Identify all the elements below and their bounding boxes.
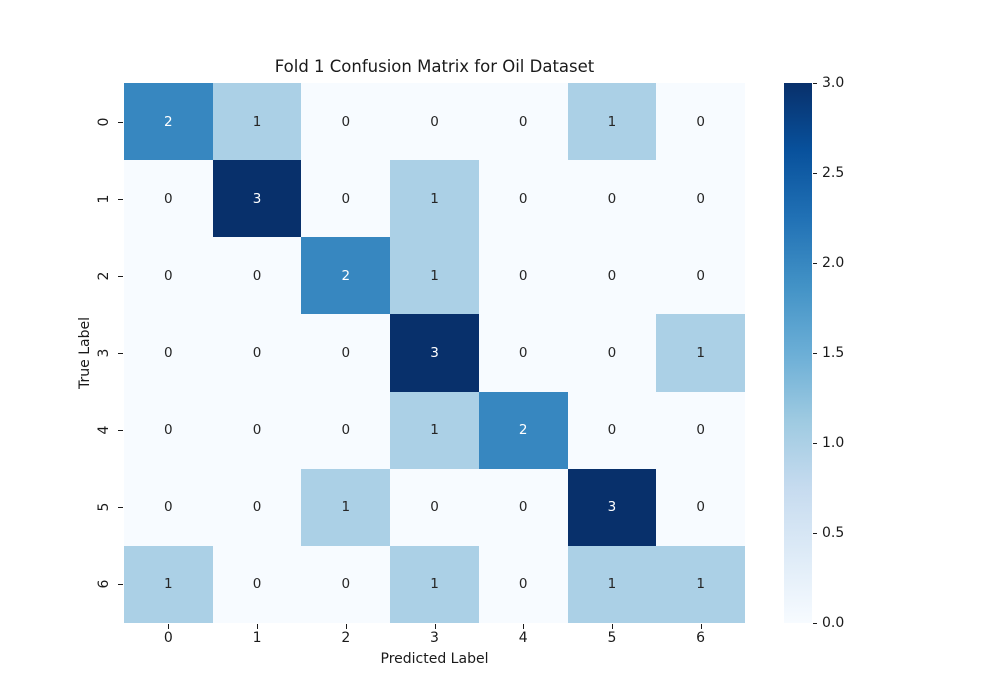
heatmap-cell-r0c4: 0 — [478, 83, 568, 161]
colorbar-tick-mark — [813, 83, 817, 84]
colorbar-tick-mark — [813, 443, 817, 444]
heatmap-cell-r6c2: 0 — [301, 545, 391, 623]
y-tick-mark — [118, 430, 123, 432]
heatmap-cell-r3c1: 0 — [212, 314, 302, 392]
heatmap-cell-r1c0: 0 — [124, 160, 213, 238]
colorbar-tick-mark — [813, 173, 817, 174]
heatmap-cell-r0c0: 2 — [124, 83, 213, 161]
colorbar-tick-label-1.0: 1.0 — [822, 435, 845, 451]
y-tick-mark — [118, 353, 123, 354]
heatmap-cell-r2c1: 0 — [212, 237, 302, 315]
x-tick-mark — [257, 624, 259, 629]
heatmap-cell-r0c3: 0 — [390, 83, 479, 161]
heatmap-cell-r2c3: 1 — [390, 237, 479, 315]
y-tick-label-3: 3 — [96, 348, 112, 358]
colorbar-gradient — [784, 83, 812, 623]
y-tick-mark — [118, 507, 123, 509]
x-tick-label-6: 6 — [696, 630, 706, 646]
colorbar-tick-label-2.0: 2.0 — [822, 255, 845, 271]
heatmap-cell-r6c3: 1 — [390, 545, 479, 623]
x-tick-label-0: 0 — [163, 630, 173, 646]
y-axis-label: True Label — [77, 317, 93, 389]
heatmap-cell-r1c3: 1 — [390, 160, 479, 238]
heatmap-cell-r4c4: 2 — [478, 391, 568, 469]
heatmap-cell-r3c2: 0 — [301, 314, 391, 392]
y-tick-mark — [118, 584, 123, 586]
heatmap-cell-r3c0: 0 — [124, 314, 213, 392]
heatmap-cell-r6c1: 0 — [212, 545, 302, 623]
heatmap-cell-r5c2: 1 — [301, 468, 391, 546]
chart-title: Fold 1 Confusion Matrix for Oil Dataset — [274, 57, 595, 76]
heatmap-cell-r3c6: 1 — [656, 314, 745, 392]
heatmap-cell-r2c4: 0 — [478, 237, 568, 315]
y-tick-label-4: 4 — [96, 425, 112, 435]
heatmap-cell-r4c5: 0 — [567, 391, 657, 469]
heatmap-cell-r1c5: 0 — [567, 160, 657, 238]
heatmap-cell-r4c2: 0 — [301, 391, 391, 469]
heatmap-cell-r2c2: 2 — [301, 237, 391, 315]
heatmap-cell-r4c3: 1 — [390, 391, 479, 469]
x-tick-label-3: 3 — [430, 630, 439, 646]
colorbar-tick-label-0.5: 0.5 — [822, 525, 845, 541]
heatmap-cell-r2c0: 0 — [124, 237, 213, 315]
y-tick-label-6: 6 — [96, 579, 112, 589]
y-tick-mark — [118, 275, 123, 277]
heatmap-cell-r5c6: 0 — [656, 468, 745, 546]
colorbar-tick-label-1.5: 1.5 — [822, 345, 845, 361]
colorbar-tick-mark — [813, 533, 817, 534]
colorbar-tick-mark — [813, 353, 817, 354]
x-tick-label-4: 4 — [518, 630, 528, 646]
heatmap-cell-r1c1: 3 — [212, 160, 302, 238]
heatmap-cell-r2c6: 0 — [656, 237, 745, 315]
x-axis-label: Predicted Label — [380, 651, 489, 667]
x-tick-mark — [168, 624, 170, 629]
heatmap-cell-r1c4: 0 — [478, 160, 568, 238]
x-tick-mark — [611, 624, 613, 629]
heatmap-cell-r6c4: 0 — [478, 545, 568, 623]
x-tick-label-1: 1 — [252, 630, 262, 646]
heatmap-cell-r6c5: 1 — [567, 545, 657, 623]
x-tick-mark — [434, 624, 436, 629]
colorbar-tick-mark — [813, 263, 817, 264]
y-tick-label-5: 5 — [96, 502, 112, 512]
heatmap-cell-r3c4: 0 — [478, 314, 568, 392]
colorbar-tick-label-3.0: 3.0 — [822, 75, 845, 91]
heatmap-cell-r5c4: 0 — [478, 468, 568, 546]
x-tick-mark — [700, 624, 702, 629]
y-tick-label-1: 1 — [96, 194, 112, 204]
heatmap-cell-r0c2: 0 — [301, 83, 391, 161]
heatmap-cell-r5c1: 0 — [212, 468, 302, 546]
y-tick-mark — [118, 198, 123, 200]
heatmap-cell-r0c1: 1 — [212, 83, 302, 161]
y-tick-label-0: 0 — [96, 117, 112, 127]
heatmap-cell-r1c6: 0 — [656, 160, 745, 238]
y-tick-label-2: 2 — [96, 271, 112, 281]
colorbar-tick-label-0.0: 0.0 — [822, 615, 845, 631]
heatmap-cell-r2c5: 0 — [567, 237, 657, 315]
heatmap-cell-r5c3: 0 — [390, 468, 479, 546]
heatmap-cell-r4c1: 0 — [212, 391, 302, 469]
x-tick-label-5: 5 — [607, 630, 617, 646]
x-tick-mark — [523, 624, 525, 629]
heatmap-cell-r6c6: 1 — [656, 545, 745, 623]
y-tick-mark — [118, 121, 123, 123]
heatmap-cell-r0c5: 1 — [567, 83, 657, 161]
heatmap-cell-r4c6: 0 — [656, 391, 745, 469]
heatmap-cell-r5c0: 0 — [124, 468, 213, 546]
heatmap-cell-r3c3: 3 — [390, 314, 479, 392]
colorbar-tick-label-2.5: 2.5 — [822, 165, 845, 181]
heatmap-cell-r5c5: 3 — [567, 468, 657, 546]
heatmap-cell-r6c0: 1 — [124, 545, 213, 623]
heatmap-cell-r0c6: 0 — [656, 83, 745, 161]
heatmap-cell-r3c5: 0 — [567, 314, 657, 392]
heatmap-cell-r1c2: 0 — [301, 160, 391, 238]
x-tick-mark — [345, 624, 347, 629]
colorbar-tick-mark — [813, 623, 817, 624]
heatmap-cell-r4c0: 0 — [124, 391, 213, 469]
x-tick-label-2: 2 — [341, 630, 351, 646]
